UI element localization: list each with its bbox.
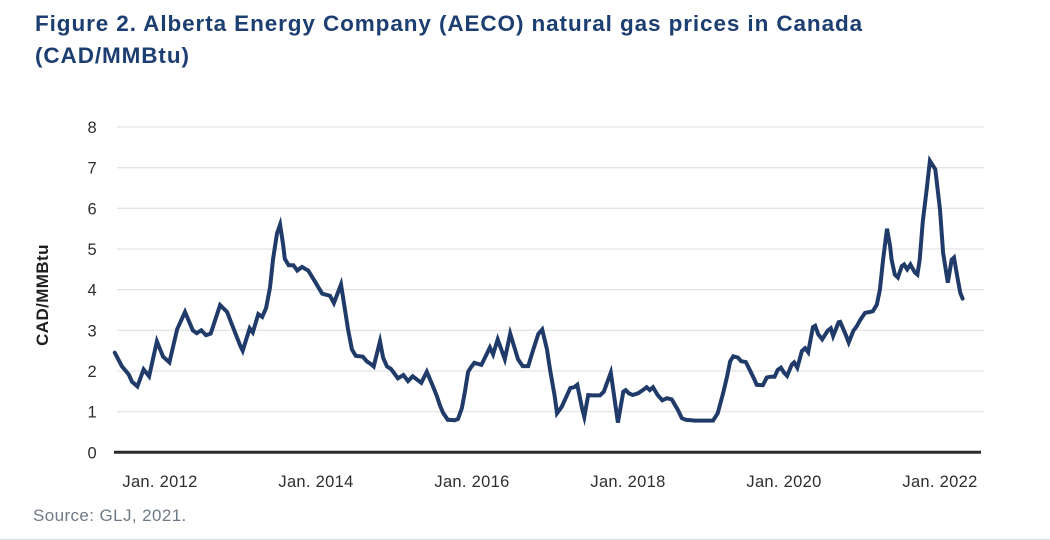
x-tick-label: Jan. 2016 [434,473,509,491]
x-tick-label: Jan. 2022 [902,473,977,491]
x-tick-label: Jan. 2020 [746,473,821,491]
y-tick-label: 4 [88,282,97,300]
y-tick-label: 5 [88,241,97,259]
y-axis-title: CAD/MMBtu [33,244,52,346]
x-tick-label: Jan. 2014 [278,473,353,491]
price-line [112,154,965,427]
x-tick-label: Jan. 2018 [590,473,665,491]
source-note: Source: GLJ, 2021. [33,506,187,525]
y-tick-label: 6 [88,200,97,218]
y-tick-label: 8 [88,119,97,137]
y-tick-label: 3 [88,322,97,340]
y-tick-label: 2 [88,363,97,381]
figure-title-line2: (CAD/MMBtu) [35,43,190,68]
figure-title-line1: Figure 2. Alberta Energy Company (AECO) … [35,11,864,36]
figure-title: Figure 2. Alberta Energy Company (AECO) … [35,8,1025,72]
y-tick-label: 7 [88,160,97,178]
y-tick-label: 1 [88,404,97,422]
x-tick-label: Jan. 2012 [122,473,197,491]
y-tick-label: 0 [88,444,97,462]
